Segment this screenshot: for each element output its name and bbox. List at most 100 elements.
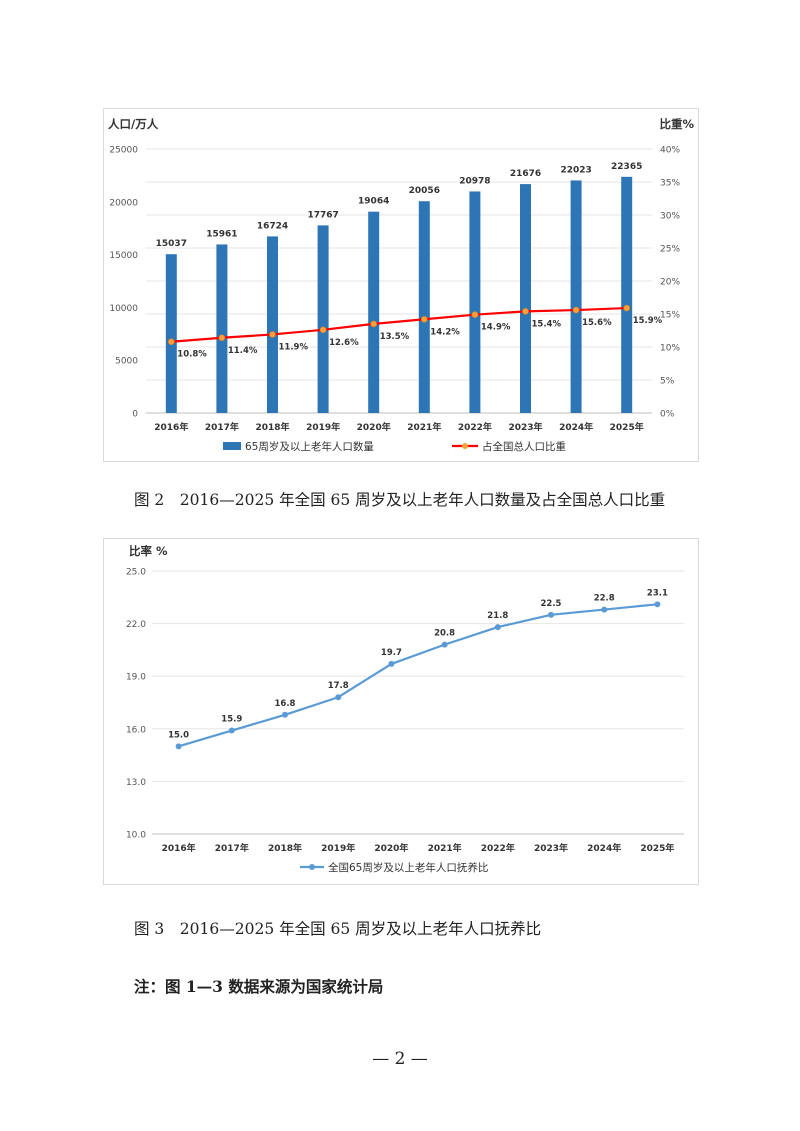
population-chart-svg: 0 5000 10000 15000 20000 25000 0% 5% 10% 15% 20% 25… — [108, 117, 694, 453]
bar — [216, 244, 228, 413]
line-point — [548, 611, 554, 618]
line-point — [441, 641, 448, 648]
line-point — [420, 315, 428, 323]
line-value-label: 21.8 — [487, 611, 508, 621]
line-point — [494, 624, 501, 631]
x-tick-label: 2022年 — [481, 842, 515, 854]
y-right-tick-label: 15% — [660, 311, 680, 321]
line-value-label: 13.5% — [380, 332, 410, 342]
y-right-tick-label: 35% — [660, 179, 680, 189]
y-right-tick-label: 20% — [660, 278, 680, 288]
line-value-label: 11.9% — [279, 342, 309, 352]
line-point — [168, 338, 175, 346]
bar-value-label: 20056 — [409, 186, 440, 196]
line-point — [522, 308, 529, 315]
x-tick-label: 2019年 — [321, 842, 355, 854]
bar-value-label: 15961 — [206, 229, 237, 239]
line-value-label: 15.4% — [532, 319, 562, 329]
y-right-axis-title: 比重% — [659, 117, 694, 131]
legend-label-line: 占全国总人口比重 — [482, 440, 566, 453]
line-value-label: 15.9 — [221, 715, 242, 725]
x-tick-label: 2018年 — [255, 421, 289, 433]
y-left-tick-label: 20000 — [109, 198, 138, 208]
y-right-tick-label: 10% — [660, 344, 680, 354]
x-tick-label: 2018年 — [268, 842, 302, 854]
x-tick-label: 2017年 — [205, 421, 239, 433]
line-point — [601, 606, 608, 613]
figure2-caption: 图 2 2016—2025 年全国 65 周岁及以上老年人口数量及占全国总人口比… — [134, 491, 666, 509]
line-point — [471, 311, 479, 318]
x-tick-label: 2024年 — [587, 842, 621, 854]
y-left-tick-label: 25000 — [109, 146, 138, 156]
y-left-tick-label: 0 — [132, 410, 138, 420]
x-tick-label: 2021年 — [428, 842, 462, 854]
x-tick-label: 2016年 — [162, 842, 196, 854]
x-tick-label: 2024年 — [559, 421, 593, 433]
line-value-label: 23.1 — [647, 588, 668, 598]
line-point — [335, 694, 342, 701]
y-right-tick-label: 5% — [660, 377, 675, 387]
x-tick-label: 2025年 — [610, 421, 644, 433]
line-point — [388, 660, 395, 667]
ratio-series-line — [171, 306, 627, 343]
figure3-caption: 图 3 2016—2025 年全国 65 周岁及以上老年人口抚养比 — [134, 920, 542, 938]
legend-label-bars: 65周岁及以上老年人口数量 — [245, 440, 374, 453]
line-value-label: 10.8% — [177, 350, 207, 360]
bar — [317, 225, 329, 413]
line-point — [175, 743, 182, 750]
y-left-axis-title: 人口/万人 — [108, 117, 159, 131]
x-tick-label: 2020年 — [374, 842, 408, 854]
data-source-note: 注：图 1—3 数据来源为国家统计局 — [134, 977, 384, 996]
legend-marker-line — [309, 864, 315, 870]
legend-swatch-bars — [223, 442, 241, 450]
x-tick-label: 2020年 — [357, 421, 391, 433]
line-point — [228, 727, 235, 734]
line-value-label: 11.4% — [228, 346, 258, 356]
y-right-tick-label: 30% — [660, 212, 680, 222]
bar-value-label: 17767 — [307, 210, 338, 220]
line-value-label: 15.0 — [168, 730, 189, 740]
line-point — [218, 334, 226, 342]
bar — [267, 236, 278, 413]
line-value-label: 17.8 — [328, 681, 349, 691]
bar — [570, 180, 582, 413]
page-number: — 2 — — [372, 1049, 428, 1069]
bar-value-label: 22365 — [611, 162, 642, 172]
legend-marker-line — [462, 443, 468, 449]
y-tick-label: 19.0 — [126, 673, 146, 683]
dependency-ratio-chart-svg: 10.0 13.0 16.0 19.0 22.0 25.0 比率 % 15.0 15.9 16.8… — [126, 544, 684, 874]
x-tick-label: 2023年 — [508, 421, 542, 433]
line-value-label: 15.6% — [582, 318, 612, 328]
y-right-tick-label: 25% — [660, 245, 680, 255]
bar-value-label: 15037 — [156, 239, 187, 249]
bar-value-label: 20978 — [459, 176, 490, 186]
dependency-ratio-chart: 10.0 13.0 16.0 19.0 22.0 25.0 比率 % 15.0 15.9 16.8… — [103, 538, 699, 885]
y-right-tick-label: 40% — [660, 146, 680, 156]
line-point — [370, 320, 378, 328]
line-point — [282, 711, 288, 718]
bar — [418, 201, 430, 413]
line-value-label: 22.8 — [594, 594, 615, 604]
legend-label: 全国65周岁及以上老年人口抚养比 — [328, 861, 488, 874]
bar-value-label: 22023 — [560, 165, 591, 175]
line-point — [572, 306, 580, 314]
line-value-label: 16.8 — [275, 699, 296, 709]
line-point — [654, 601, 661, 608]
x-tick-label: 2023年 — [534, 842, 568, 854]
line-value-label: 20.8 — [434, 629, 455, 639]
x-tick-label: 2022年 — [458, 421, 492, 433]
line-point — [319, 326, 327, 334]
population-chart: 0 5000 10000 15000 20000 25000 0% 5% 10% 15% 20% 25… — [103, 108, 699, 462]
line-point — [269, 331, 276, 338]
line-value-label: 14.2% — [430, 327, 460, 337]
y-tick-label: 16.0 — [126, 725, 146, 735]
y-left-tick-label: 5000 — [115, 357, 138, 367]
bar-value-label: 16724 — [257, 221, 288, 231]
line-value-label: 12.6% — [329, 338, 359, 348]
line-value-label: 15.9% — [633, 316, 663, 326]
y-axis-title: 比率 % — [129, 544, 168, 558]
bar — [368, 211, 380, 413]
bar — [621, 176, 633, 413]
line-value-label: 14.9% — [481, 323, 511, 333]
x-tick-label: 2021年 — [407, 421, 441, 433]
